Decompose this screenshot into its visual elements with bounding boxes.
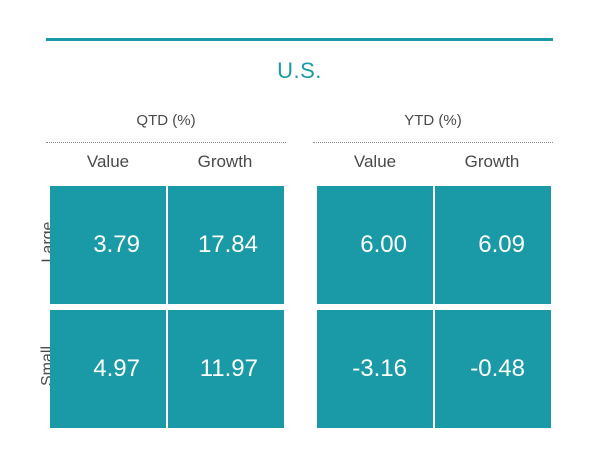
qtd-divider (46, 142, 286, 143)
ytd-col-value: Value (353, 152, 397, 171)
qtd-col-growth: Growth (197, 152, 253, 171)
ytd-small-value-cell: -3.16 (317, 310, 433, 428)
ytd-header: YTD (%) (404, 112, 462, 129)
ytd-large-growth-cell: 6.09 (435, 186, 551, 304)
region-title: U.S. (277, 58, 322, 83)
top-rule (46, 38, 553, 41)
ytd-divider (313, 142, 553, 143)
qtd-col-value: Value (86, 152, 130, 171)
qtd-header: QTD (%) (136, 112, 196, 129)
qtd-small-growth-cell: 11.97 (168, 310, 284, 428)
qtd-large-growth-cell: 17.84 (168, 186, 284, 304)
qtd-large-value-cell: 3.79 (50, 186, 166, 304)
ytd-small-growth-cell: -0.48 (435, 310, 551, 428)
ytd-large-value-cell: 6.00 (317, 186, 433, 304)
qtd-small-value-cell: 4.97 (50, 310, 166, 428)
ytd-col-growth: Growth (464, 152, 520, 171)
